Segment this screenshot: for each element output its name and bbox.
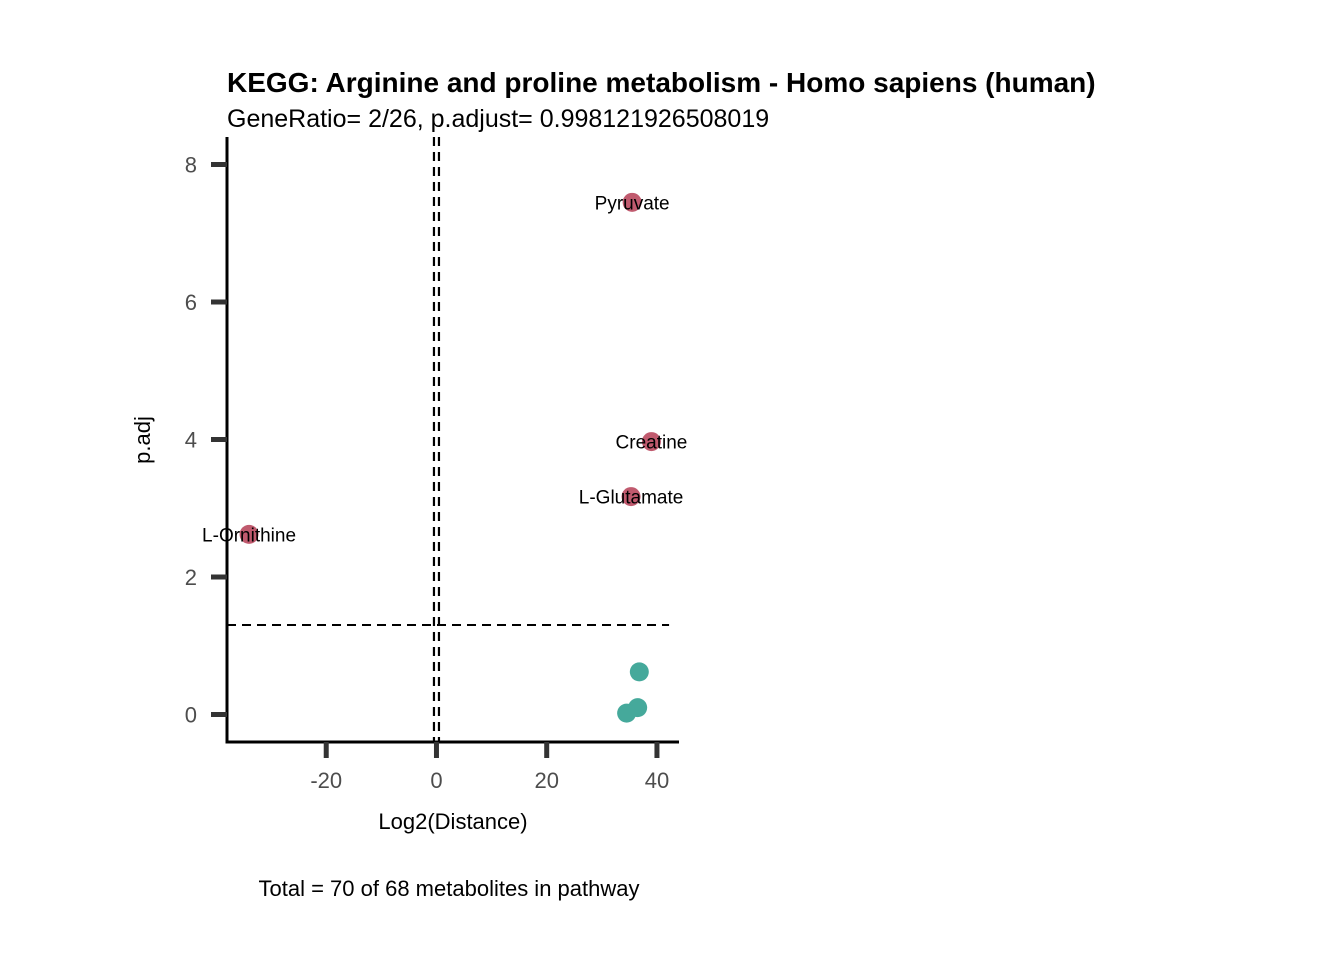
x-tick-label-2: 20 (534, 768, 558, 793)
data-points (239, 192, 661, 723)
point-1 (641, 432, 661, 452)
reference-lines (227, 137, 670, 742)
y-tick-label-3: 6 (185, 290, 197, 315)
point-label-1: Creatine (616, 433, 688, 454)
y-tick-label-2: 4 (185, 428, 197, 453)
point-6 (617, 703, 637, 723)
point-4 (629, 662, 649, 682)
chart-title: KEGG: Arginine and proline metabolism - … (227, 67, 1096, 98)
y-tick-label-1: 2 (185, 565, 197, 590)
x-tick-label-1: 0 (430, 768, 442, 793)
y-axis-title: p.adj (130, 416, 155, 464)
y-axis-ticks: 0 2 4 6 8 (185, 153, 227, 728)
point-label-3: L-Ornithine (202, 525, 296, 546)
y-tick-label-4: 8 (185, 153, 197, 178)
x-tick-label-3: 40 (645, 768, 669, 793)
point-0 (622, 192, 642, 212)
point-3 (239, 524, 259, 544)
y-tick-label-0: 0 (185, 703, 197, 728)
point-label-0: Pyruvate (595, 193, 670, 214)
point-labels: Pyruvate Creatine L-Glutamate L-Ornithine (202, 193, 687, 546)
x-axis-title: Log2(Distance) (378, 809, 527, 834)
axes (225, 137, 679, 744)
caption: Total = 70 of 68 metabolites in pathway (259, 876, 640, 901)
point-2 (621, 487, 641, 507)
x-tick-label-0: -20 (310, 768, 342, 793)
chart-subtitle: GeneRatio= 2/26, p.adjust= 0.99812192650… (227, 105, 769, 133)
point-label-2: L-Glutamate (579, 488, 684, 509)
x-axis-ticks: -20 0 20 40 (310, 742, 669, 793)
